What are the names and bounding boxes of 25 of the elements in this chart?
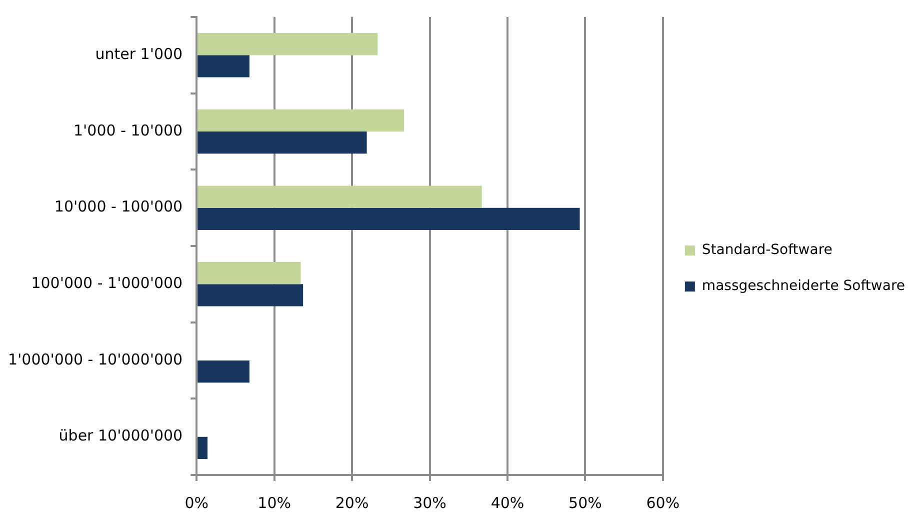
x-tick-label: 20%	[335, 494, 369, 512]
x-tick-label: 10%	[258, 494, 291, 512]
y-tick-label: 1'000 - 10'000	[74, 121, 183, 140]
x-tick-label: 60%	[646, 494, 680, 512]
x-tick-label: 0%	[184, 494, 208, 512]
bar	[198, 262, 301, 284]
y-tick-label: 100'000 - 1'000'000	[31, 274, 183, 292]
y-tick-label: unter 1'000	[95, 45, 183, 64]
bar	[198, 284, 304, 306]
bar	[198, 33, 378, 56]
bar	[198, 186, 482, 208]
x-tick-label: 30%	[413, 494, 446, 512]
y-tick-label: 1'000'000 - 10'000'000	[8, 350, 183, 368]
x-tick-label: 50%	[568, 494, 602, 512]
y-tick-label: über 10'000'000	[58, 426, 183, 445]
bar	[198, 132, 367, 154]
bar	[198, 360, 250, 383]
y-tick-label: 10'000 - 100'000	[54, 198, 183, 216]
x-tick-label: 40%	[490, 494, 524, 512]
bar	[198, 109, 404, 132]
bar	[198, 436, 208, 459]
legend-label: Standard-Software	[702, 242, 832, 258]
legend-label: massgeschneiderte Software	[702, 278, 906, 294]
bar	[198, 208, 580, 230]
bar	[198, 55, 250, 78]
